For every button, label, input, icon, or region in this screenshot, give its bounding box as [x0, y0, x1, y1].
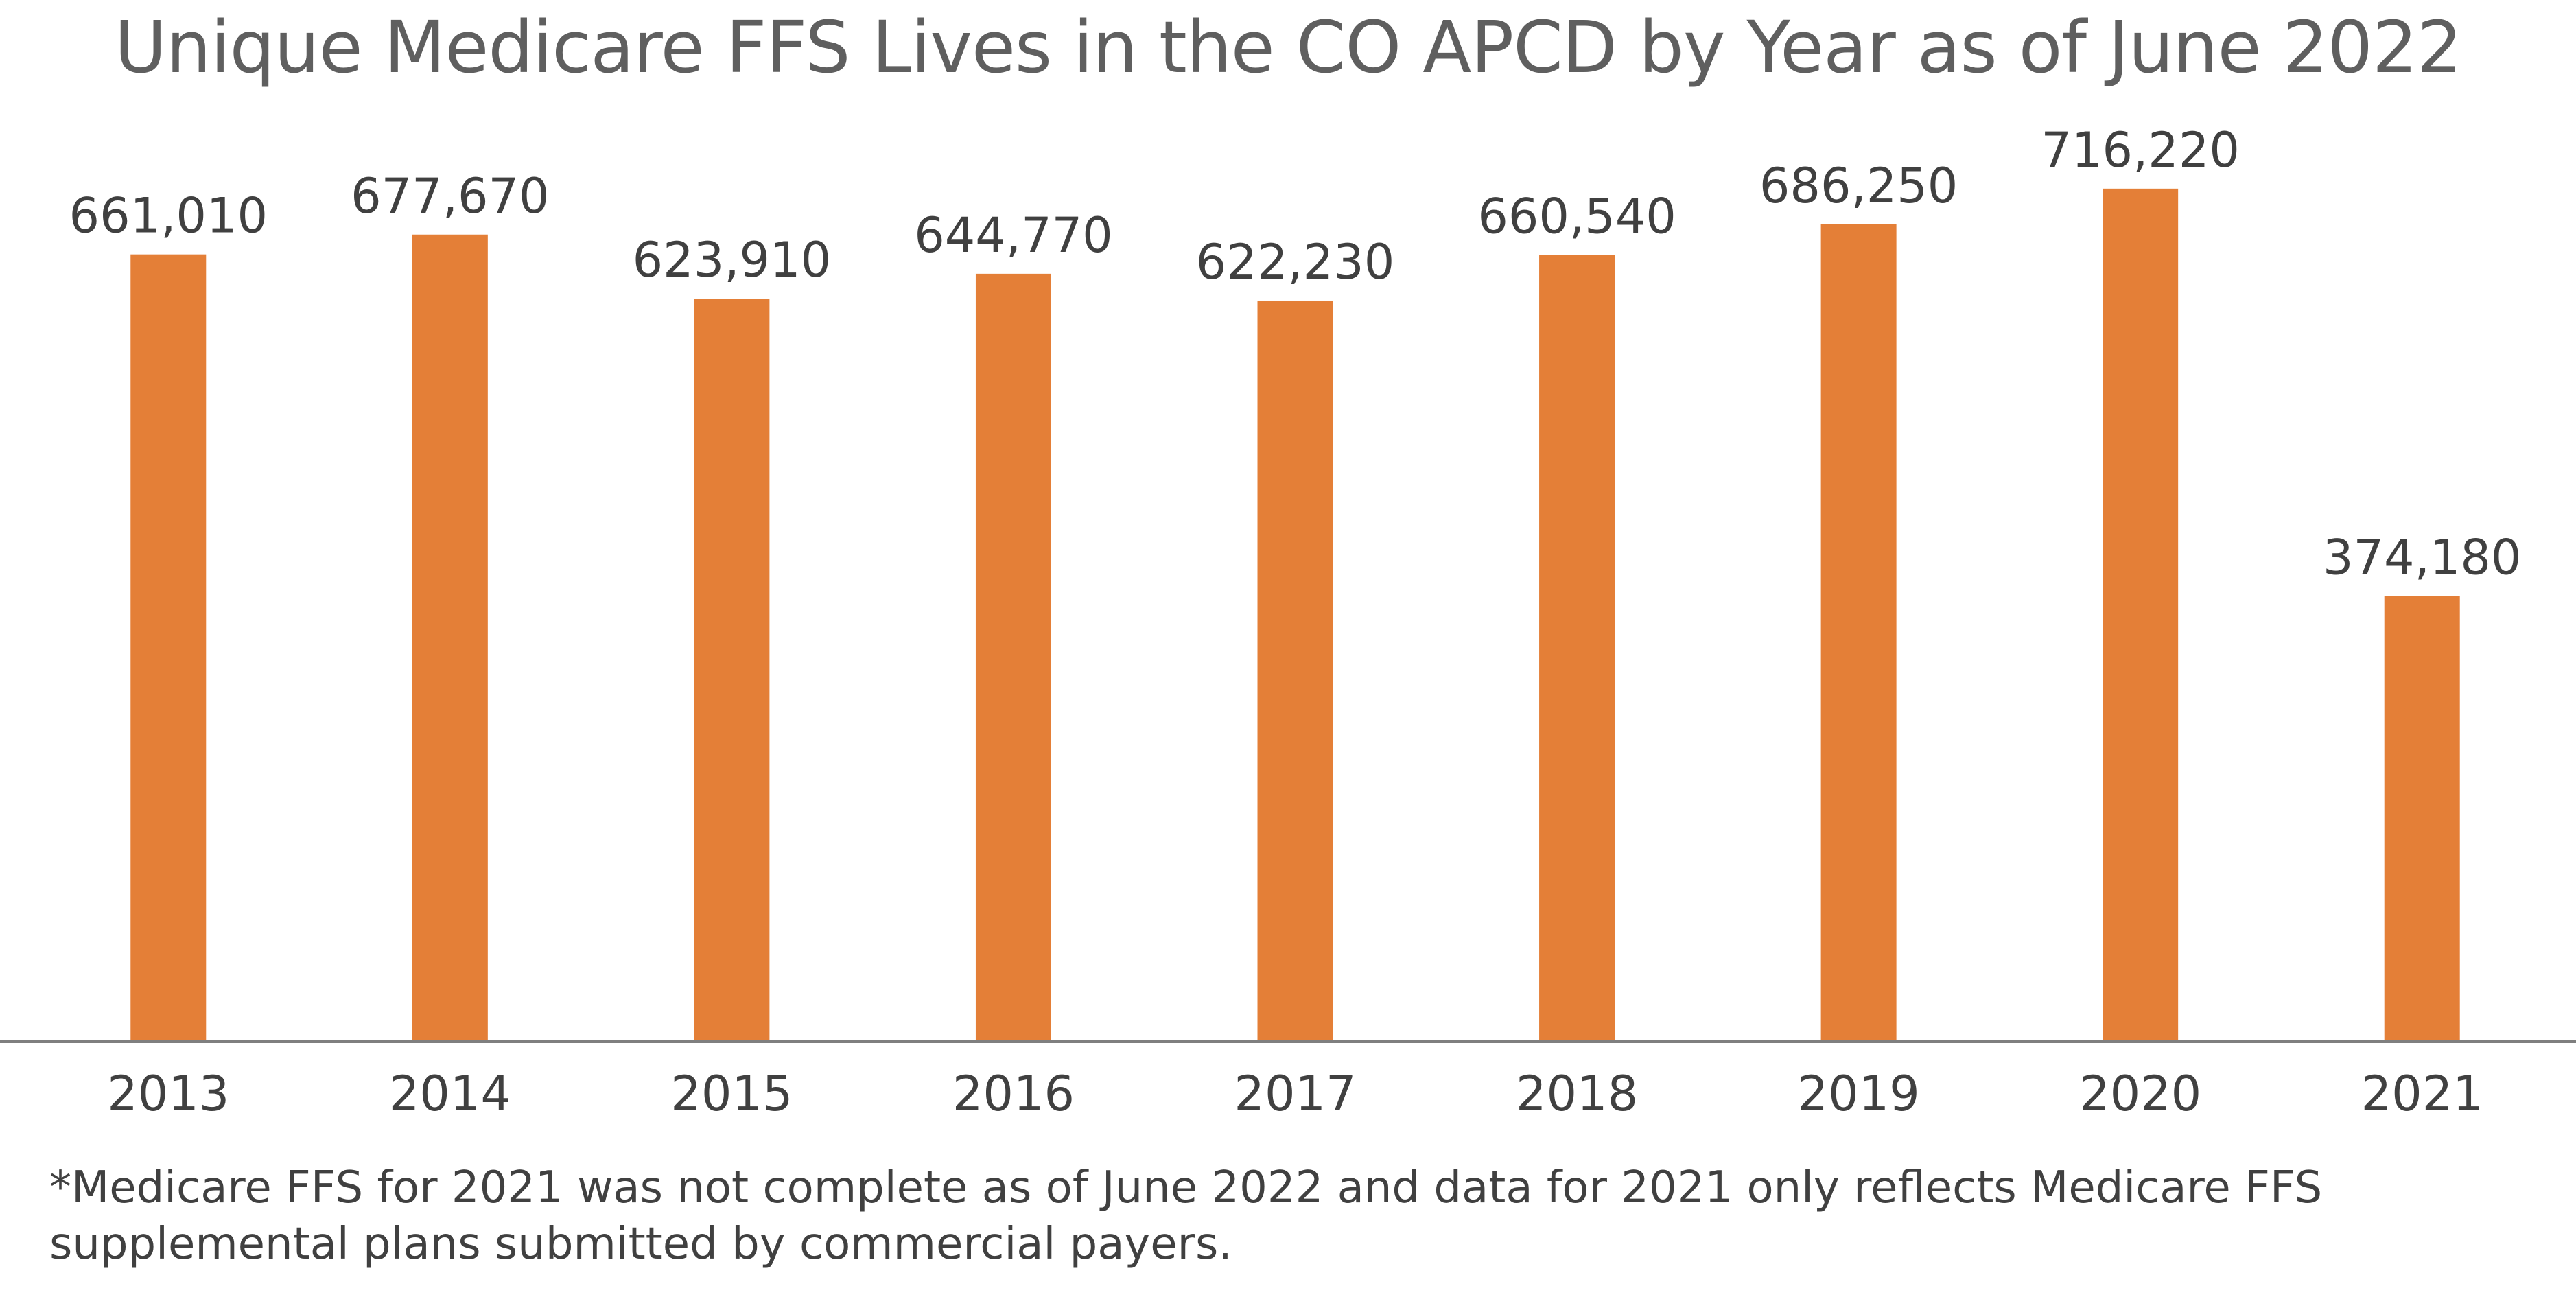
- value-label-2013: 661,010: [69, 188, 268, 244]
- chart-footnote: *Medicare FFS for 2021 was not complete …: [49, 1162, 2323, 1270]
- value-label-2018: 660,540: [1477, 188, 1676, 244]
- bar-2018: [1539, 255, 1615, 1042]
- x-tick-label-2020: 2020: [2079, 1066, 2201, 1122]
- value-labels-group: 661,010 677,670 623,910 644,770 622,230 660,5…: [69, 122, 2522, 586]
- value-label-2014: 677,670: [351, 168, 549, 224]
- value-label-2019: 686,250: [1759, 158, 1958, 214]
- value-label-2021: 374,180: [2323, 530, 2521, 586]
- chart-title: Unique Medicare FFS Lives in the CO APCD…: [114, 5, 2463, 89]
- bar-2020: [2103, 188, 2179, 1042]
- bar-2017: [1257, 300, 1333, 1042]
- bar-2014: [412, 234, 488, 1042]
- x-tick-label-2016: 2016: [952, 1066, 1075, 1122]
- x-tick-labels-group: 2013 2014 2015 2016 2017 2018 2019 2020 2021: [107, 1066, 2483, 1122]
- x-tick-label-2013: 2013: [107, 1066, 229, 1122]
- x-tick-label-2018: 2018: [1516, 1066, 1638, 1122]
- bar-2013: [130, 254, 207, 1042]
- x-tick-label-2014: 2014: [389, 1066, 511, 1122]
- bar-2019: [1820, 224, 1897, 1042]
- value-label-2015: 623,910: [633, 232, 831, 288]
- value-label-2016: 644,770: [914, 207, 1112, 264]
- bars-group: [130, 188, 2460, 1042]
- x-tick-label-2015: 2015: [670, 1066, 793, 1122]
- bar-2016: [975, 273, 1051, 1042]
- value-label-2020: 716,220: [2041, 122, 2239, 178]
- value-label-2017: 622,230: [1196, 234, 1394, 290]
- bar-2015: [694, 299, 770, 1042]
- x-tick-label-2017: 2017: [1234, 1066, 1356, 1122]
- x-tick-label-2021: 2021: [2361, 1066, 2483, 1122]
- x-tick-label-2019: 2019: [1798, 1066, 1920, 1122]
- bar-2021: [2384, 596, 2460, 1042]
